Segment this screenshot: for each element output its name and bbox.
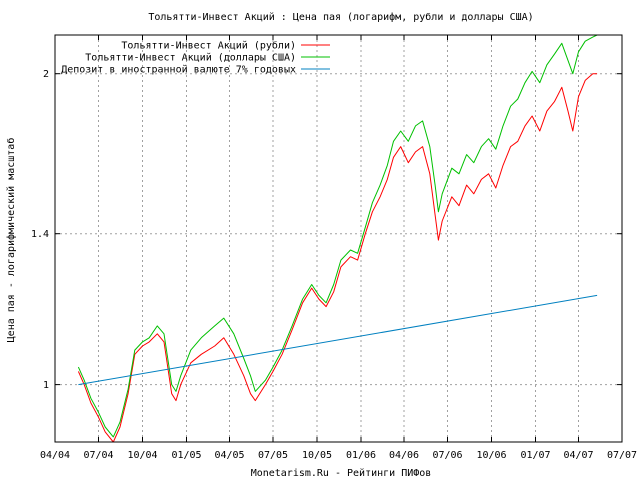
x-tick-label: 01/05 bbox=[171, 450, 201, 461]
legend-label-2: Тольятти-Инвест Акций (доллары США) bbox=[85, 52, 296, 64]
x-tick-label: 04/04 bbox=[40, 450, 70, 461]
legend-label-1: Тольятти-Инвест Акций (рубли) bbox=[121, 40, 296, 52]
x-tick-label: 04/07 bbox=[563, 450, 593, 461]
x-tick-label: 04/06 bbox=[389, 450, 419, 461]
y-tick-label: 1.4 bbox=[31, 229, 49, 240]
x-tick-label: 07/06 bbox=[432, 450, 462, 461]
x-tick-label: 07/04 bbox=[83, 450, 113, 461]
x-tick-label: 04/05 bbox=[214, 450, 244, 461]
y-tick-label: 1 bbox=[43, 380, 49, 391]
series-line-1 bbox=[77, 73, 598, 443]
series-line-3 bbox=[78, 294, 598, 386]
x-tick-label: 01/06 bbox=[346, 450, 376, 461]
x-tick-label: 10/04 bbox=[127, 450, 157, 461]
y-axis-label: Цена пая - логарифмический масштаб bbox=[5, 138, 17, 343]
x-tick-label: 07/07 bbox=[607, 450, 637, 461]
legend: Тольятти-Инвест Акций (рубли)Тольятти-Ин… bbox=[61, 40, 330, 76]
x-tick-label: 07/05 bbox=[258, 450, 288, 461]
series-lines bbox=[77, 34, 598, 443]
legend-label-3: Депозит в иностранной валюте 7% годовых bbox=[61, 64, 296, 76]
grid bbox=[54, 35, 623, 442]
x-tick-label: 10/06 bbox=[476, 450, 506, 461]
chart-title: Тольятти-Инвест Акций : Цена пая (логари… bbox=[148, 11, 533, 23]
plot-frame bbox=[54, 34, 623, 443]
x-axis-label: Monetarism.Ru - Рейтинги ПИФов bbox=[251, 467, 432, 479]
x-tick-label: 10/05 bbox=[302, 450, 332, 461]
y-tick-label: 2 bbox=[43, 69, 49, 80]
axis-ticks: 04/04 07/04 10/04 01/05 04/05 07/05 10/05 01/06… bbox=[31, 35, 637, 461]
series-line-2 bbox=[77, 34, 598, 438]
x-tick-label: 01/07 bbox=[520, 450, 550, 461]
